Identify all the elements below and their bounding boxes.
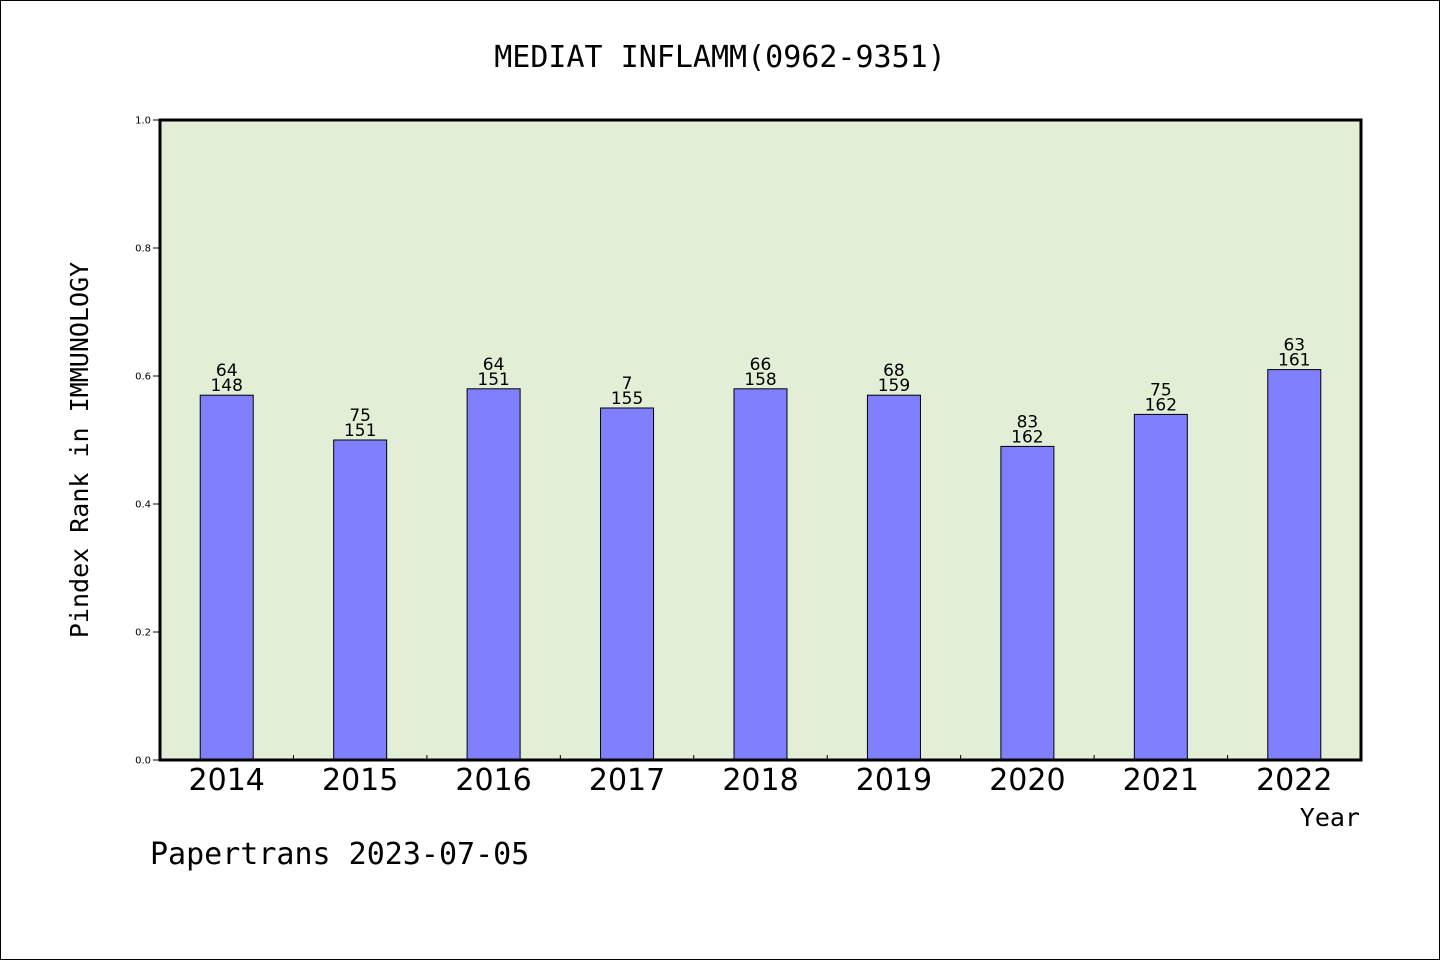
- data-label-total: 162: [1011, 427, 1043, 447]
- x-tick-label: 2018: [722, 763, 798, 798]
- x-tick-label: 2017: [589, 763, 665, 798]
- footer-credit: Papertrans 2023-07-05: [150, 837, 529, 872]
- data-label-rank: 64: [483, 355, 505, 375]
- y-tick-label: 0.0: [135, 756, 151, 767]
- data-label-total: 151: [477, 370, 509, 390]
- y-tick-label: 1.0: [135, 116, 151, 127]
- plot-border: [158, 118, 1363, 762]
- x-tick-label: 2015: [322, 763, 398, 798]
- bars-layer: [199, 369, 1322, 761]
- bar-2015: [333, 439, 388, 761]
- bar-2021: [1133, 413, 1188, 761]
- x-tick-label: 2016: [455, 763, 531, 798]
- data-label-total: 161: [1278, 351, 1310, 371]
- y-tick-label: 0.6: [135, 372, 151, 383]
- x-tick-label: 2014: [189, 763, 265, 798]
- y-tick-label: 0.8: [135, 244, 151, 255]
- x-tick-label: 2020: [989, 763, 1065, 798]
- data-label-rank: 7: [622, 374, 633, 394]
- data-label-total: 155: [611, 389, 643, 409]
- data-label-rank: 75: [1150, 380, 1172, 400]
- y-tick-label: 0.2: [135, 628, 151, 639]
- chart-title: MEDIAT INFLAMM(0962-9351): [494, 40, 946, 75]
- data-label-rank: 75: [349, 406, 371, 426]
- bar-2017: [600, 407, 655, 761]
- x-tick-label: 2022: [1256, 763, 1332, 798]
- bar-2018: [733, 388, 788, 761]
- y-tick-label: 0.4: [135, 500, 151, 511]
- data-label-total: 159: [878, 376, 910, 396]
- data-label-total: 158: [744, 370, 776, 390]
- y-axis-label: Pindex Rank in IMMUNOLOGY: [65, 262, 94, 638]
- x-axis-label: Year: [1300, 803, 1360, 832]
- bar-2022: [1267, 369, 1322, 761]
- data-label-total: 151: [344, 421, 376, 441]
- data-labels-layer: 2014148642015151752016151642017155720181…: [189, 336, 1333, 798]
- x-tick-label: 2019: [856, 763, 932, 798]
- x-tick-label: 2021: [1123, 763, 1199, 798]
- bar-2014: [199, 394, 254, 761]
- data-label-rank: 68: [883, 361, 905, 381]
- data-label-rank: 83: [1017, 412, 1039, 432]
- data-label-total: 148: [210, 376, 242, 396]
- data-label-rank: 64: [216, 361, 238, 381]
- data-label-rank: 66: [750, 355, 772, 375]
- bar-2016: [466, 388, 521, 761]
- data-label-rank: 63: [1283, 336, 1305, 356]
- bar-2020: [1000, 445, 1055, 761]
- bar-2019: [866, 394, 921, 761]
- data-label-total: 162: [1145, 395, 1177, 415]
